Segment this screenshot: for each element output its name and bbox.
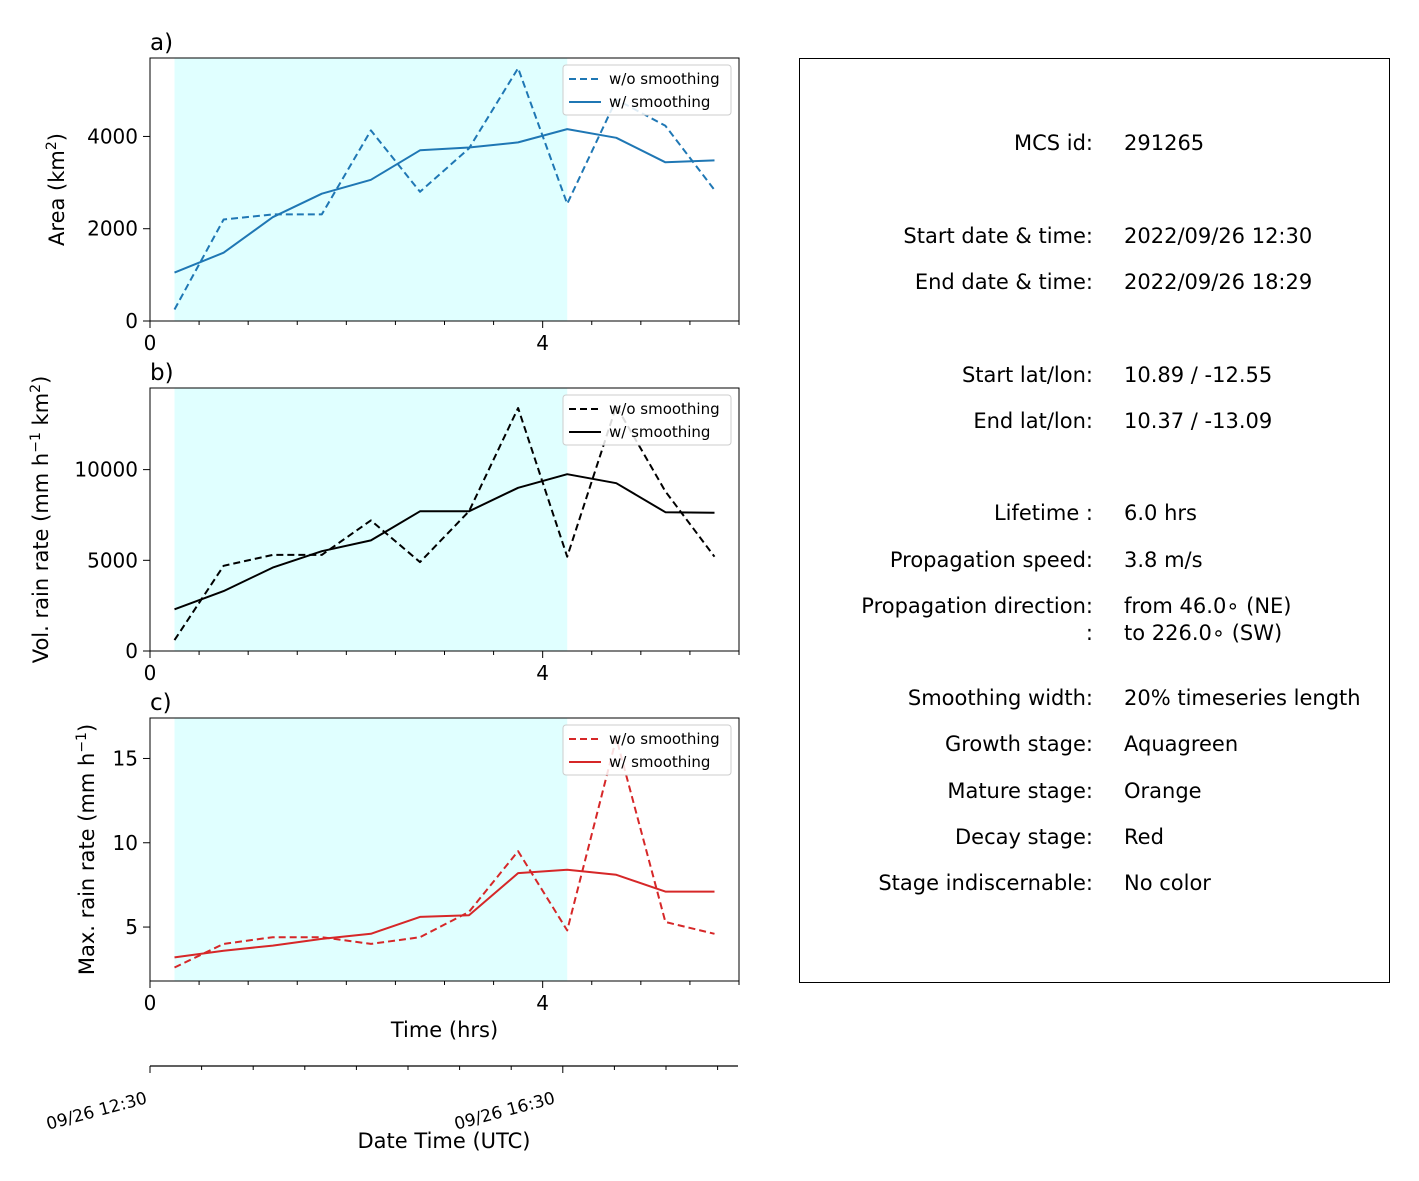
info-row-value: No color bbox=[1124, 871, 1211, 895]
date-axis-label: Date Time (UTC) bbox=[358, 1129, 531, 1153]
info-row-value: 3.8 m/s bbox=[1124, 548, 1203, 572]
info-row-value: 10.89 / -12.55 bbox=[1124, 363, 1272, 387]
legend: w/o smoothing w/ smoothing bbox=[562, 724, 732, 776]
mcs-info-panel: MCS id: 291265 Start date & time: 2022/09/2… bbox=[799, 58, 1390, 983]
info-rows: MCS id: 291265 Start date & time: 2022/09/2… bbox=[861, 131, 1360, 895]
x-tick-label: 0 bbox=[144, 661, 157, 685]
y-axis-label-superscript: −1 bbox=[74, 732, 90, 753]
info-panel-frame bbox=[799, 58, 1390, 983]
info-row-label: Decay stage: bbox=[955, 825, 1093, 849]
y-axis-label-superscript: 2 bbox=[44, 141, 60, 150]
y-tick-label: 4000 bbox=[87, 124, 138, 148]
legend-label: w/ smoothing bbox=[609, 93, 710, 111]
x-tick-label: 0 bbox=[144, 331, 157, 355]
y-axis-label: Area (km2) bbox=[44, 133, 69, 246]
info-row-label: Propagation speed: bbox=[890, 548, 1093, 572]
x-axis-label: Time (hrs) bbox=[390, 1018, 498, 1042]
x-tick-label: 4 bbox=[536, 331, 549, 355]
info-row-value: 2022/09/26 18:29 bbox=[1124, 270, 1312, 294]
x-tick-label: 4 bbox=[536, 661, 549, 685]
info-row-label: Growth stage: bbox=[945, 732, 1093, 756]
info-row-value: Red bbox=[1124, 825, 1164, 849]
chart-panel-3: 0 4 5 10 15 c) Max. rain rate (mm h−1) Time (hr… bbox=[74, 690, 740, 1042]
date-axis-minor-ticks bbox=[149, 1066, 719, 1073]
date-time-axis: 09/26 12:30 09/26 16:30 Date Time (UTC) bbox=[44, 1065, 738, 1153]
y-axis-label-text: ) bbox=[45, 133, 69, 141]
legend-box bbox=[562, 394, 732, 446]
info-row-value: 10.37 / -13.09 bbox=[1124, 409, 1272, 433]
panel-letter: b) bbox=[150, 360, 174, 386]
chart-panel-1: 0 4 0 2000 4000 a) Area (km2) w/o smoothing w/ s… bbox=[44, 30, 740, 355]
y-tick-label: 5000 bbox=[87, 548, 138, 572]
y-tick-label: 2000 bbox=[87, 217, 138, 241]
info-row-value: 291265 bbox=[1124, 131, 1204, 155]
info-row-value: Aquagreen bbox=[1124, 732, 1238, 756]
info-row-value: 20% timeseries length bbox=[1124, 686, 1361, 710]
y-tick-label: 10 bbox=[113, 831, 138, 855]
growth-stage-shading bbox=[174, 718, 568, 981]
y-tick-label: 5 bbox=[125, 915, 138, 939]
info-row-label: Lifetime : bbox=[994, 501, 1093, 525]
info-row-label: End date & time: bbox=[915, 270, 1093, 294]
growth-stage-shading bbox=[174, 58, 568, 321]
info-row-value: to 226.0∘ (SW) bbox=[1124, 621, 1282, 645]
y-axis-label-text: km bbox=[29, 393, 53, 432]
date-tick-label-mid: 09/26 16:30 bbox=[452, 1089, 557, 1135]
legend: w/o smoothing w/ smoothing bbox=[562, 64, 732, 116]
y-axis-label-superscript: −1 bbox=[28, 432, 44, 453]
x-tick-label: 0 bbox=[144, 991, 157, 1015]
y-axis-label-text: Area (km bbox=[45, 150, 69, 246]
legend-label: w/o smoothing bbox=[609, 400, 720, 418]
y-axis-label-text: Vol. rain rate (mm h bbox=[29, 453, 53, 664]
y-tick-label: 15 bbox=[113, 746, 138, 770]
legend-label: w/o smoothing bbox=[609, 730, 720, 748]
legend: w/o smoothing w/ smoothing bbox=[562, 394, 732, 446]
info-row-label: Start lat/lon: bbox=[962, 363, 1093, 387]
panel-letter: a) bbox=[150, 30, 173, 56]
series-line-smoothed bbox=[174, 868, 715, 959]
x-tick-label: 4 bbox=[536, 991, 549, 1015]
y-axis-label-superscript: 2 bbox=[28, 384, 44, 393]
info-row-label: Start date & time: bbox=[903, 224, 1093, 248]
chart-panel-2: 0 4 0 5000 10000 b) Vol. rain rate (mm h−1 km2… bbox=[28, 360, 740, 685]
info-row-value: from 46.0∘ (NE) bbox=[1124, 594, 1292, 618]
legend-label: w/ smoothing bbox=[609, 423, 710, 441]
legend-label: w/o smoothing bbox=[609, 70, 720, 88]
legend-box bbox=[562, 64, 732, 116]
y-axis-label-text: Max. rain rate (mm h bbox=[75, 753, 99, 976]
info-row-label: Stage indiscernable: bbox=[878, 871, 1093, 895]
y-tick-label: 0 bbox=[125, 639, 138, 663]
info-row-label: Propagation direction: bbox=[861, 594, 1093, 618]
date-tick-label-start: 09/26 12:30 bbox=[44, 1089, 149, 1135]
legend-label: w/ smoothing bbox=[609, 753, 710, 771]
info-row-value: Orange bbox=[1124, 779, 1202, 803]
series-line-smoothed bbox=[174, 128, 715, 274]
series-line-smoothed bbox=[174, 473, 715, 611]
info-row-value: 2022/09/26 12:30 bbox=[1124, 224, 1312, 248]
panel-letter: c) bbox=[150, 690, 172, 716]
y-tick-label: 0 bbox=[125, 309, 138, 333]
info-row-label: MCS id: bbox=[1014, 131, 1093, 155]
y-axis-label: Vol. rain rate (mm h−1 km2) bbox=[28, 376, 53, 664]
info-row-label: Smoothing width: bbox=[908, 686, 1093, 710]
info-row-label: End lat/lon: bbox=[973, 409, 1093, 433]
info-row-value: 6.0 hrs bbox=[1124, 501, 1197, 525]
legend-box bbox=[562, 724, 732, 776]
y-axis-label-text: ) bbox=[29, 376, 53, 384]
y-axis-label: Max. rain rate (mm h−1) bbox=[74, 724, 99, 975]
y-tick-label: 10000 bbox=[74, 458, 138, 482]
info-row-label: : bbox=[1086, 621, 1093, 645]
info-row-label: Mature stage: bbox=[947, 779, 1093, 803]
y-axis-label-text: ) bbox=[75, 724, 99, 732]
